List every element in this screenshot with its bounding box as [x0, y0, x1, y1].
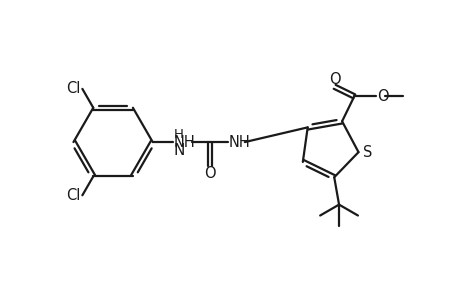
Text: NH: NH: [173, 135, 195, 150]
Text: NH: NH: [229, 135, 250, 150]
Text: Cl: Cl: [66, 188, 80, 203]
Text: O: O: [328, 72, 340, 87]
Text: H: H: [173, 128, 183, 141]
Text: O: O: [204, 166, 216, 181]
Text: O: O: [376, 89, 388, 104]
Text: S: S: [363, 145, 372, 160]
Text: N: N: [173, 143, 185, 158]
Text: Cl: Cl: [66, 81, 80, 96]
